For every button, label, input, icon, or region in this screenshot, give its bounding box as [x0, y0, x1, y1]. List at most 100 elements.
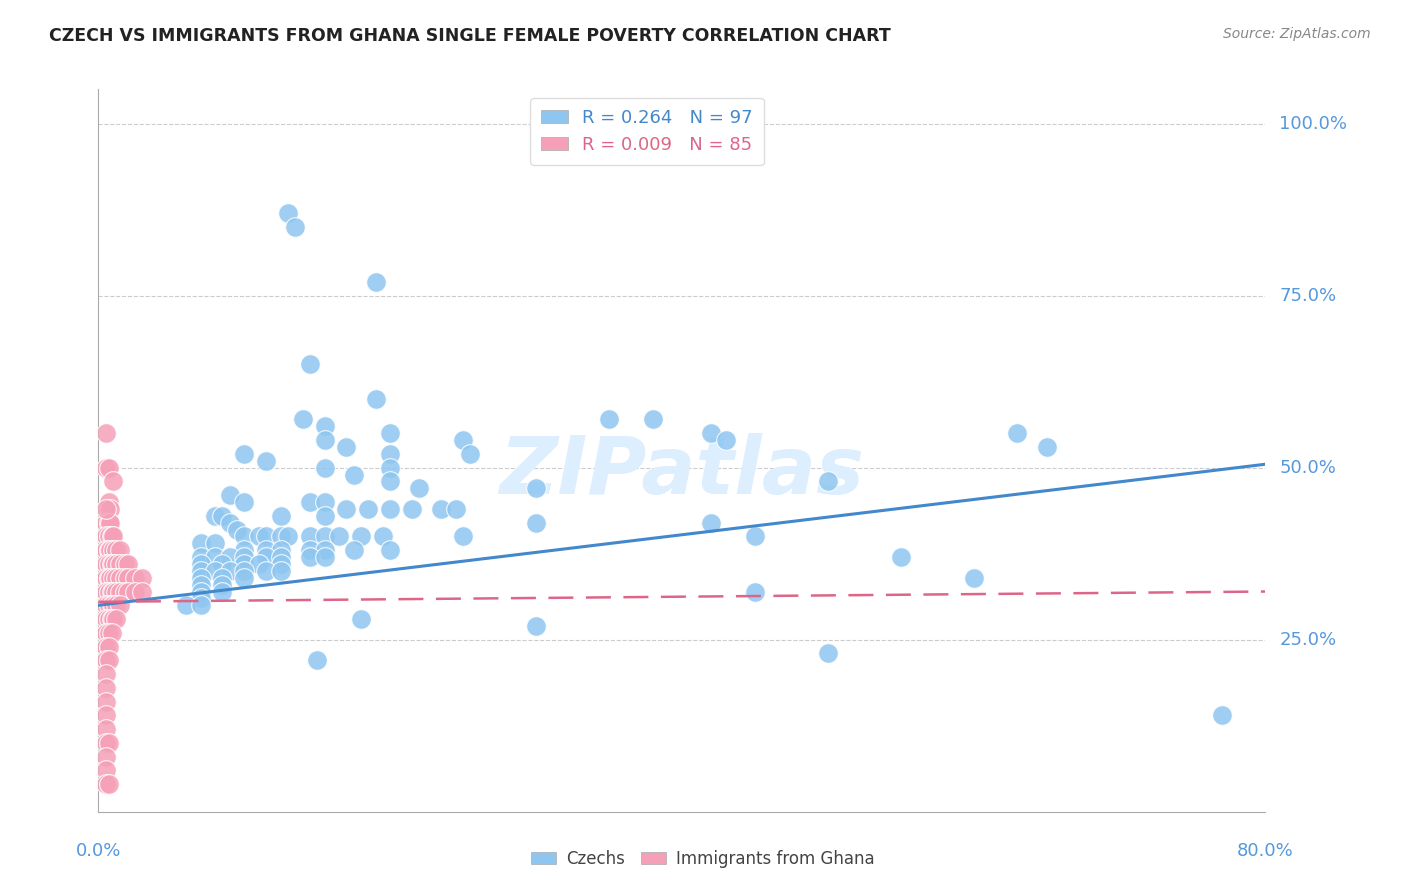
Point [110, 584, 132, 599]
Point [131, 584, 153, 599]
Point [254, 550, 277, 565]
Point [314, 508, 336, 523]
Point [101, 584, 124, 599]
Point [94, 516, 117, 530]
Point [104, 584, 127, 599]
Point [350, 612, 373, 626]
Point [211, 508, 233, 523]
Point [94, 557, 117, 571]
Point [254, 543, 277, 558]
Text: ZIPatlas: ZIPatlas [499, 434, 865, 511]
Point [104, 571, 127, 585]
Point [314, 460, 336, 475]
Point [270, 557, 292, 571]
Point [744, 584, 766, 599]
Point [357, 502, 380, 516]
Point [233, 529, 256, 543]
Point [97, 653, 120, 667]
Point [94, 653, 117, 667]
Point [451, 529, 474, 543]
Point [524, 481, 547, 495]
Point [817, 647, 839, 661]
Point [190, 577, 212, 591]
Point [226, 523, 249, 537]
Point [94, 777, 117, 791]
Point [298, 358, 321, 372]
Point [254, 454, 277, 468]
Point [94, 708, 117, 723]
Point [298, 529, 321, 543]
Point [218, 564, 240, 578]
Point [298, 495, 321, 509]
Point [211, 577, 233, 591]
Point [817, 475, 839, 489]
Point [298, 543, 321, 558]
Point [364, 392, 387, 406]
Point [94, 722, 117, 736]
Point [97, 571, 120, 585]
Point [94, 529, 117, 543]
Point [97, 640, 120, 654]
Point [962, 571, 984, 585]
Text: 50.0%: 50.0% [1279, 458, 1336, 476]
Point [117, 557, 139, 571]
Point [233, 571, 256, 585]
Point [307, 653, 329, 667]
Point [247, 557, 270, 571]
Point [124, 571, 146, 585]
Point [94, 695, 117, 709]
Point [1035, 440, 1057, 454]
Point [314, 550, 336, 565]
Point [204, 550, 226, 565]
Point [190, 599, 212, 613]
Point [211, 584, 233, 599]
Point [451, 433, 474, 447]
Point [97, 516, 120, 530]
Point [890, 550, 912, 565]
Point [700, 516, 723, 530]
Point [700, 426, 723, 441]
Point [380, 475, 402, 489]
Point [97, 625, 120, 640]
Point [114, 557, 136, 571]
Point [380, 426, 402, 441]
Point [343, 467, 366, 482]
Point [97, 460, 120, 475]
Point [110, 543, 132, 558]
Point [110, 571, 132, 585]
Point [97, 777, 120, 791]
Point [94, 460, 117, 475]
Point [98, 543, 121, 558]
Point [100, 599, 122, 613]
Point [233, 543, 256, 558]
Point [94, 426, 117, 441]
Point [174, 599, 197, 613]
Point [110, 599, 132, 613]
Point [380, 447, 402, 461]
Point [101, 529, 124, 543]
Point [598, 412, 620, 426]
Point [104, 599, 127, 613]
Point [233, 550, 256, 565]
Point [104, 543, 127, 558]
Point [314, 419, 336, 434]
Point [117, 584, 139, 599]
Point [211, 571, 233, 585]
Point [314, 495, 336, 509]
Text: 75.0%: 75.0% [1279, 286, 1337, 305]
Point [94, 625, 117, 640]
Point [98, 571, 121, 585]
Point [218, 516, 240, 530]
Point [114, 571, 136, 585]
Point [254, 564, 277, 578]
Point [380, 543, 402, 558]
Point [298, 550, 321, 565]
Point [444, 502, 467, 516]
Point [117, 571, 139, 585]
Point [101, 543, 124, 558]
Point [314, 543, 336, 558]
Text: 100.0%: 100.0% [1279, 114, 1347, 133]
Point [97, 495, 120, 509]
Point [131, 571, 153, 585]
Point [233, 447, 256, 461]
